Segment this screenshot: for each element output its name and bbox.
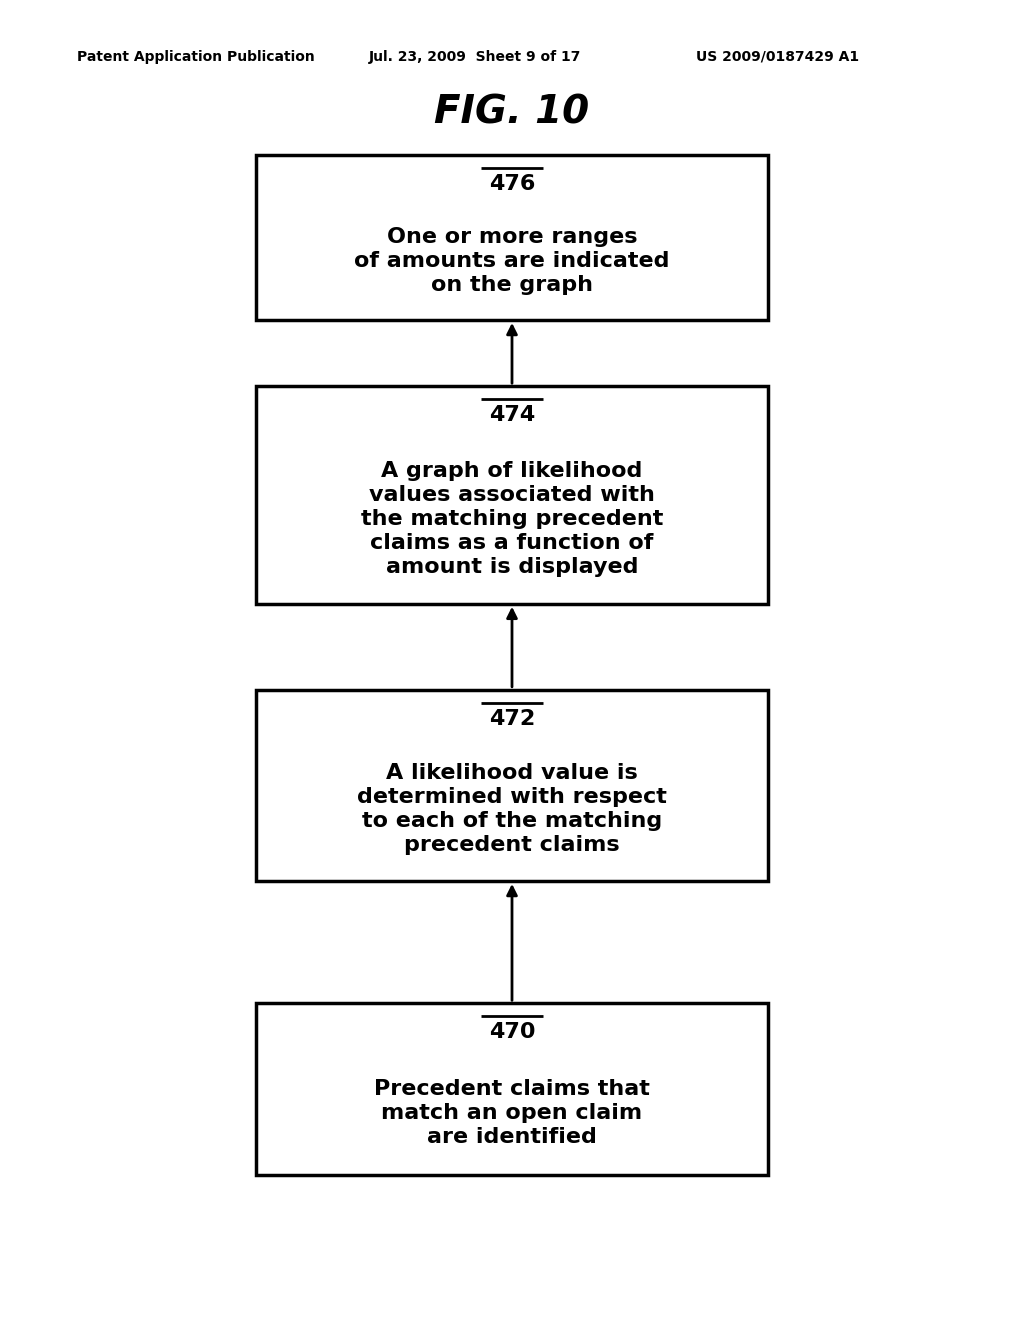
- Text: 472: 472: [488, 709, 536, 729]
- Text: Patent Application Publication: Patent Application Publication: [77, 50, 314, 63]
- Bar: [256, 689, 768, 882]
- Text: One or more ranges
of amounts are indicated
on the graph: One or more ranges of amounts are indica…: [354, 227, 670, 296]
- Text: A graph of likelihood
values associated with
the matching precedent
claims as a : A graph of likelihood values associated …: [360, 461, 664, 577]
- Text: Jul. 23, 2009  Sheet 9 of 17: Jul. 23, 2009 Sheet 9 of 17: [369, 50, 581, 63]
- Text: A likelihood value is
determined with respect
to each of the matching
precedent : A likelihood value is determined with re…: [357, 763, 667, 855]
- Bar: [256, 154, 768, 321]
- Text: 470: 470: [488, 1022, 536, 1043]
- Text: FIG. 10: FIG. 10: [434, 94, 590, 131]
- Bar: [256, 385, 768, 605]
- Bar: [256, 1003, 768, 1175]
- Text: Precedent claims that
match an open claim
are identified: Precedent claims that match an open clai…: [374, 1078, 650, 1147]
- Text: US 2009/0187429 A1: US 2009/0187429 A1: [696, 50, 859, 63]
- Text: 476: 476: [488, 174, 536, 194]
- Text: 474: 474: [488, 405, 536, 425]
